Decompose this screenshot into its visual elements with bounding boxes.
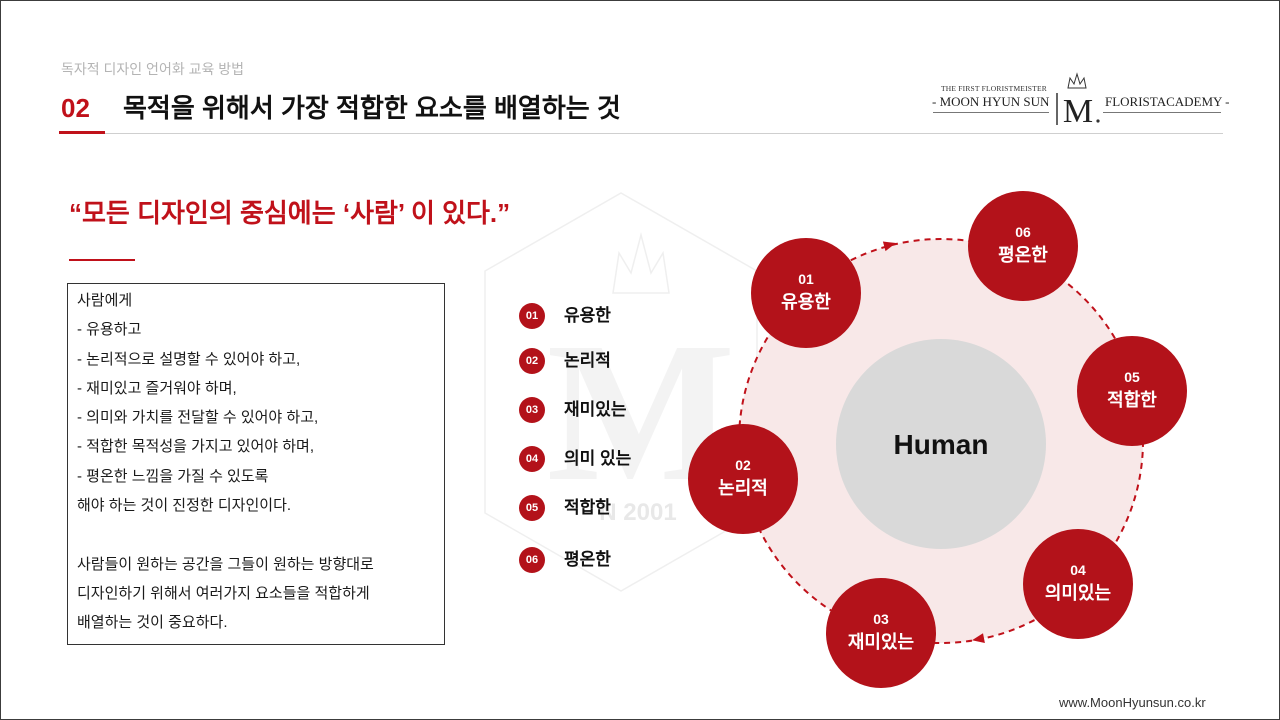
logo-monogram-letter: M [1063,93,1093,130]
node-number: 02 [735,457,751,473]
list-number-badge: 01 [519,303,545,329]
node-number: 01 [798,271,814,287]
section-number-underline [59,131,105,134]
description-line: 배열하는 것이 중요하다. [77,614,228,632]
list-label: 의미 있는 [564,449,632,468]
arrowhead-top-icon [882,241,896,252]
crown-icon [1067,72,1087,89]
logo-tagline: THE FIRST FLORISTMEISTER [941,84,1047,93]
list-item: 02 논리적 [519,348,719,374]
section-number: 02 [61,93,90,123]
node-circle [1077,336,1187,446]
node-number: 03 [873,611,889,627]
node-number: 05 [1124,369,1140,385]
logo-monogram: M [1056,72,1100,130]
description-line: - 평온한 느낌을 가질 수 있도록 [77,467,269,485]
slide-subtitle: 독자적 디자인 언어화 교육 방법 [61,61,244,77]
slide-title: 목적을 위해서 가장 적합한 요소를 배열하는 것 [123,93,621,123]
list-number-badge: 04 [519,446,545,472]
list-label: 유용한 [564,306,611,325]
logo-academy: FLORISTACADEMY - [1105,94,1230,109]
list-item: 01 유용한 [519,303,719,329]
diagram-node-04: 04 의미있는 [1023,529,1133,639]
diagram-node-02: 02 논리적 [688,424,798,534]
diagram-node-03: 03 재미있는 [826,578,936,688]
node-circle [688,424,798,534]
description-line: - 논리적으로 설명할 수 있어야 하고, [77,350,301,368]
list-item: 03 재미있는 [519,397,719,423]
watermark-text: N 2001 [599,499,676,526]
list-number-badge: 03 [519,397,545,423]
logo-rule-left [933,112,1049,113]
description-line: 디자인하기 위해서 여러가지 요소들을 적합하게 [77,584,370,602]
description-box: 사람에게 - 유용하고 - 논리적으로 설명할 수 있어야 하고, - 재미있고… [67,283,445,645]
list-item: 06 평온한 [519,547,719,573]
node-circle [751,238,861,348]
description-line: - 재미있고 즐거워야 하며, [77,379,237,397]
node-circle [968,191,1078,301]
paragraph-spacer [77,520,438,549]
list-item: 05 적합한 [519,495,719,521]
header-divider [59,133,1223,134]
node-circle [826,578,936,688]
website-url: www.MoonHyunsun.co.kr [1059,695,1206,710]
description-line: - 적합한 목적성을 가지고 있어야 하며, [77,438,315,456]
node-label: 적합한 [1107,389,1157,410]
key-quote: “모든 디자인의 중심에는 ‘사람’ 이 있다.” [69,198,511,228]
arrowhead-bottom-icon [972,633,985,643]
logo-name: - MOON HYUN SUN [932,94,1050,109]
list-item: 04 의미 있는 [519,446,719,472]
list-label: 논리적 [564,351,611,370]
center-circle [836,339,1046,549]
center-label: Human [894,429,989,460]
logo-rule-right [1103,112,1221,113]
diagram-node-01: 01 유용한 [751,238,861,348]
node-label: 평온한 [998,245,1048,265]
quote-underline [69,259,135,261]
node-label: 논리적 [718,478,768,498]
description-line: - 유용하고 [77,321,142,339]
node-number: 06 [1015,224,1031,240]
logo-dot-icon [1096,119,1100,123]
description-line: - 의미와 가치를 전달할 수 있어야 하고, [77,409,319,427]
list-number-badge: 05 [519,495,545,521]
description-line: 사람에게 [77,292,133,309]
human-cycle-diagram: Human 01 유용한 02 논리적 03 재미있는 04 의미있는 05 적… [688,191,1187,688]
diagram-node-05: 05 적합한 [1077,336,1187,446]
node-number: 04 [1070,562,1086,578]
node-label: 의미있는 [1045,583,1111,603]
list-label: 적합한 [564,498,611,517]
description-line: 사람들이 원하는 공간을 그들이 원하는 방향대로 [77,555,374,573]
node-circle [1023,529,1133,639]
list-label: 평온한 [564,550,611,569]
description-line: 해야 하는 것이 진정한 디자인이다. [77,497,292,515]
list-label: 재미있는 [564,400,627,419]
node-label: 유용한 [781,292,831,312]
list-number-badge: 02 [519,348,545,374]
list-number-badge: 06 [519,547,545,573]
diagram-node-06: 06 평온한 [968,191,1078,301]
watermark-crown-icon [612,232,670,294]
node-label: 재미있는 [848,632,914,652]
